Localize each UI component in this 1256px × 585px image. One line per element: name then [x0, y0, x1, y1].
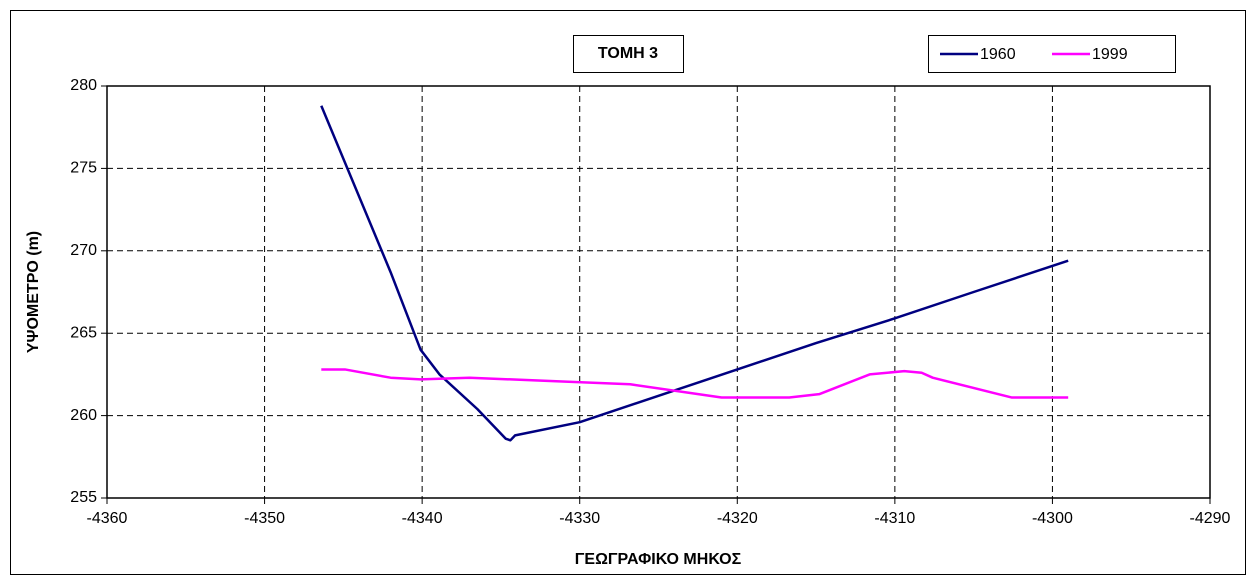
- y-tick-label: 260: [70, 407, 97, 424]
- y-tick-label: 255: [70, 489, 97, 506]
- x-tick-label: -4320: [717, 510, 758, 527]
- y-tick-label: 275: [70, 160, 97, 177]
- legend-label: 1999: [1092, 46, 1128, 63]
- y-tick-label: 280: [70, 77, 97, 94]
- title-box: [573, 35, 684, 73]
- series-line: [321, 368, 1069, 399]
- legend-label: 1960: [980, 46, 1016, 63]
- x-tick-label: -4310: [874, 510, 915, 527]
- y-tick-label: 270: [70, 242, 97, 259]
- y-axis-label: ΥΨΟΜΕΤΡΟ (m): [25, 231, 42, 353]
- y-tick-label: 265: [70, 324, 97, 341]
- x-tick-label: -4290: [1190, 510, 1231, 527]
- plot-area: [107, 86, 1210, 498]
- x-tick-label: -4360: [87, 510, 128, 527]
- x-axis-label: ΓΕΩΓΡΑΦΙΚΟ ΜΗΚΟΣ: [575, 551, 742, 568]
- chart-title: ΤΟΜΗ 3: [598, 45, 658, 62]
- x-tick-label: -4350: [244, 510, 285, 527]
- x-tick-label: -4300: [1032, 510, 1073, 527]
- series-line: [320, 105, 1069, 442]
- x-tick-label: -4330: [559, 510, 600, 527]
- plot-frame: [106, 85, 1211, 499]
- x-tick-label: -4340: [402, 510, 443, 527]
